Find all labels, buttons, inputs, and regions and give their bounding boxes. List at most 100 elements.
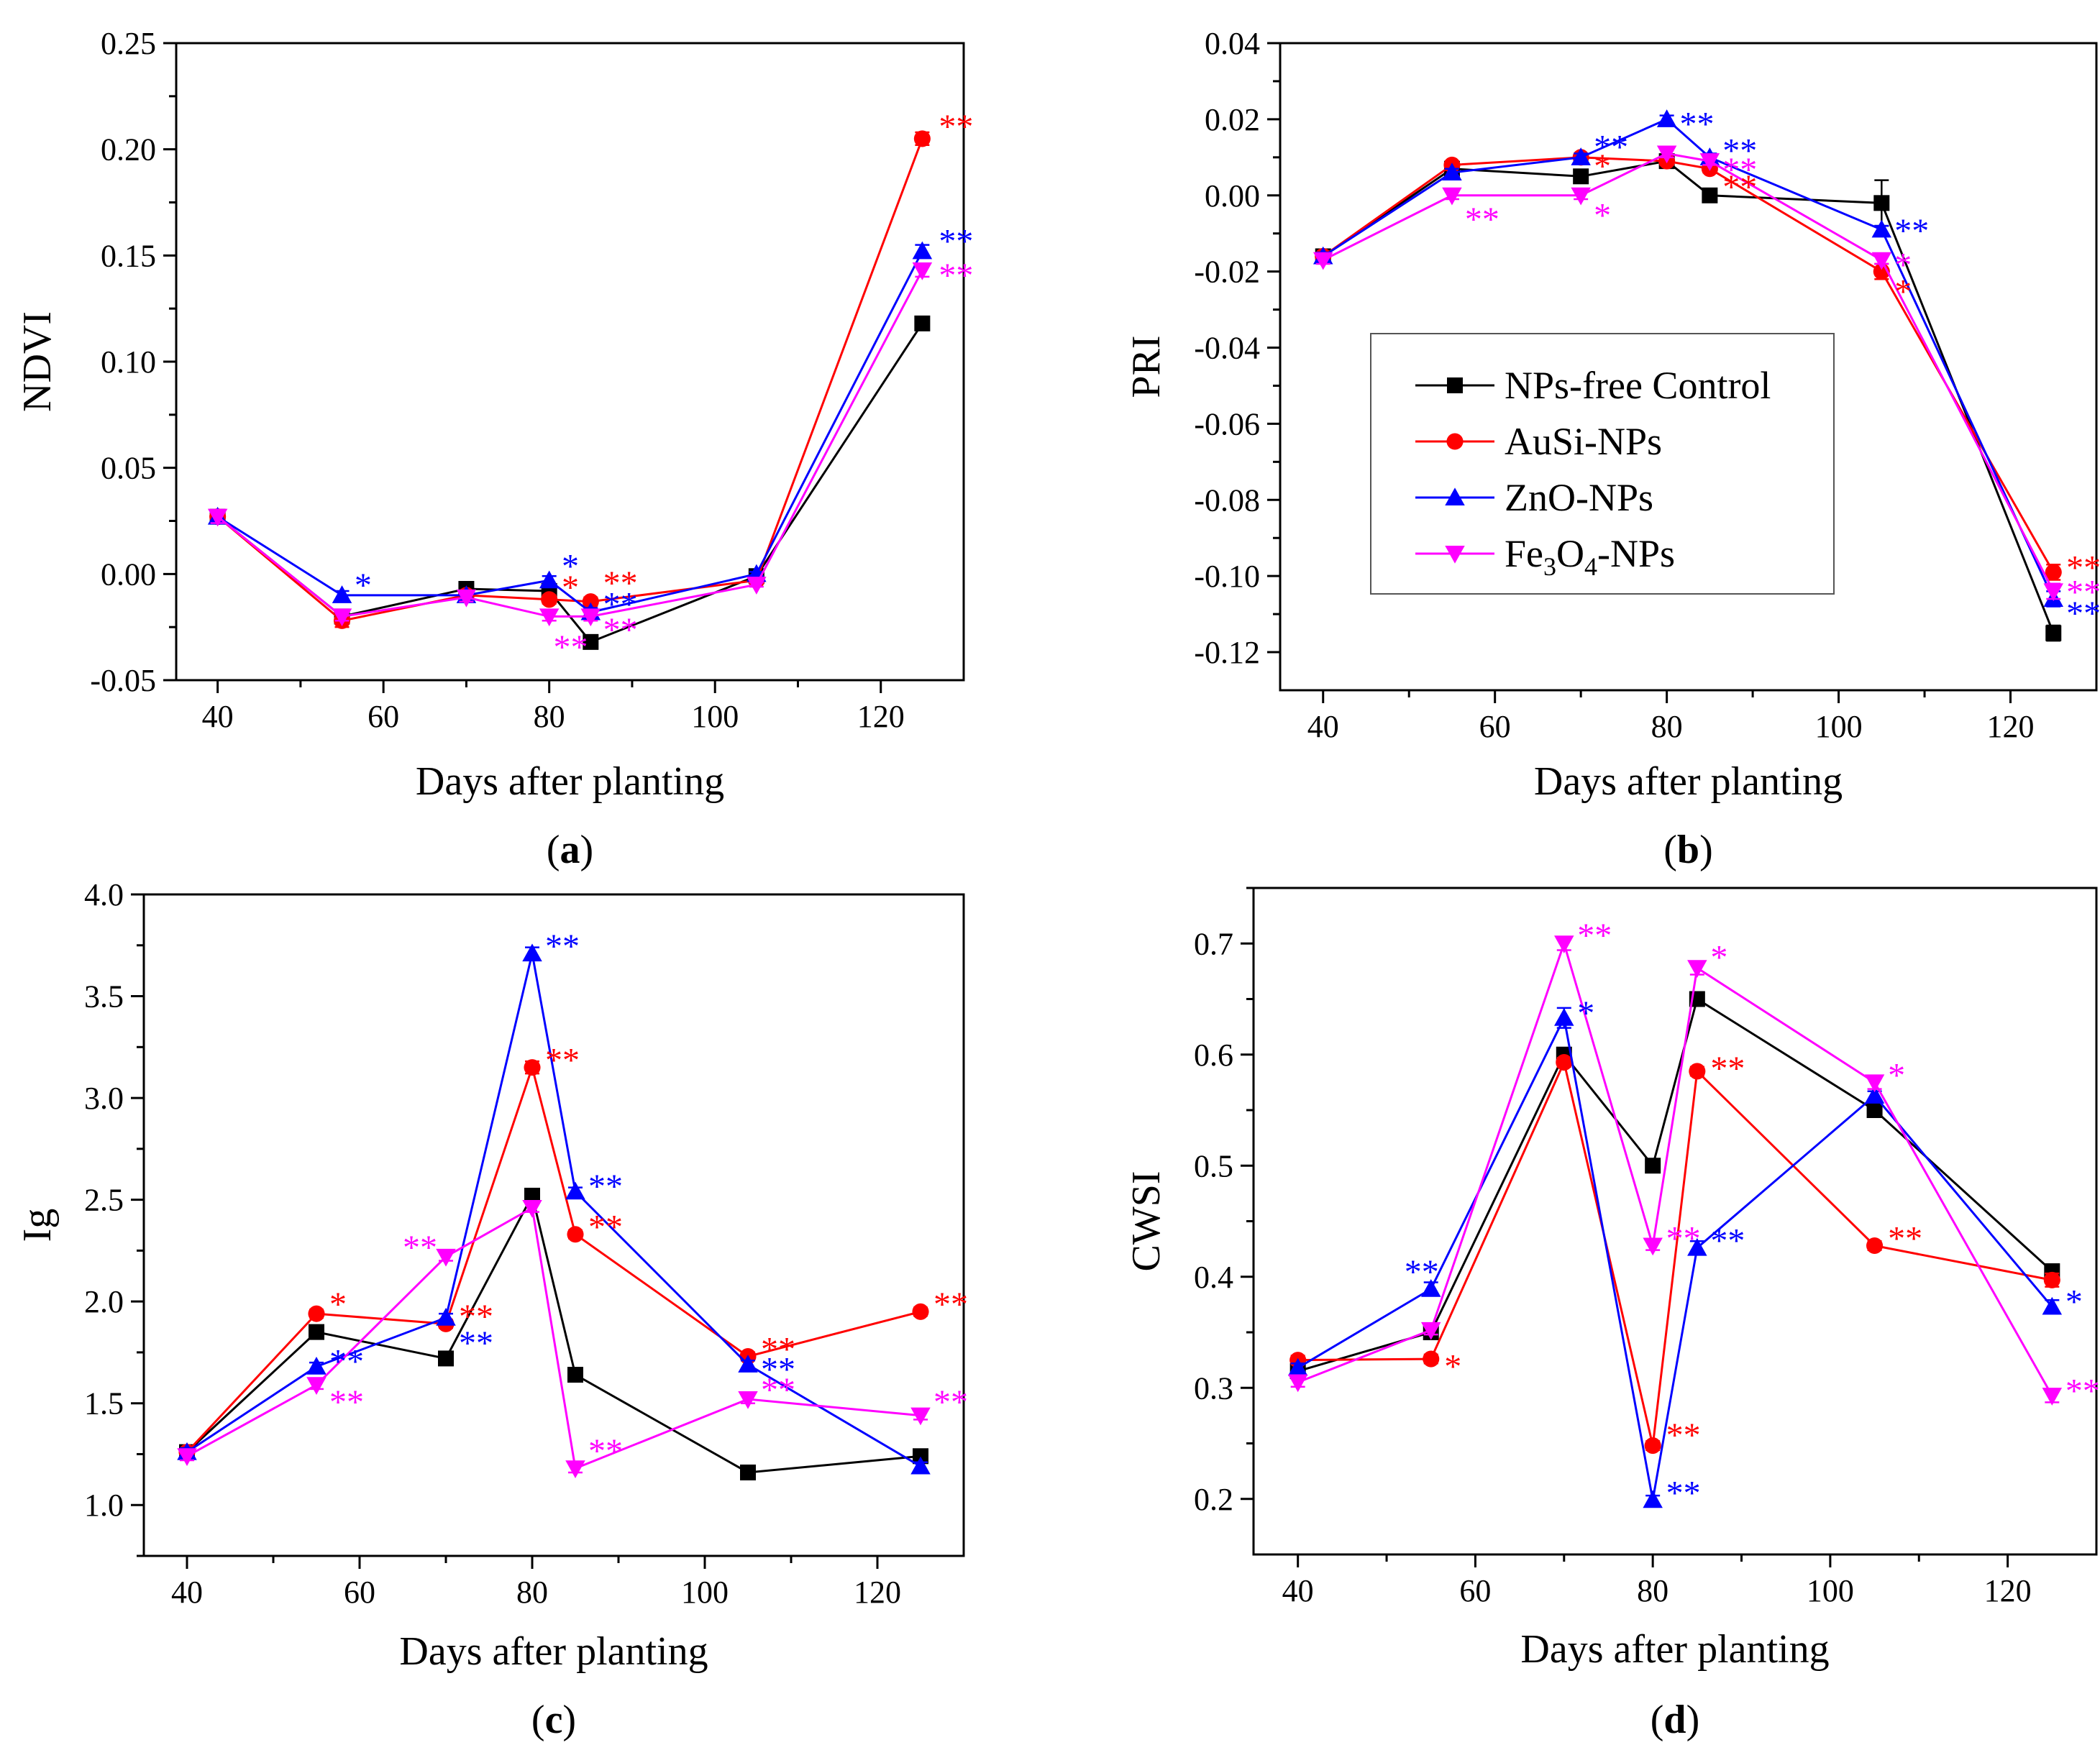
data-point xyxy=(456,589,477,608)
data-point xyxy=(1644,1437,1661,1455)
data-point xyxy=(1871,219,1892,238)
data-point xyxy=(1287,1357,1308,1376)
legend-entry-control: NPs-free Control xyxy=(1415,364,1771,407)
data-point xyxy=(1687,1237,1707,1256)
series-zno xyxy=(1287,1007,2063,1508)
y-tick-label: 0.04 xyxy=(1205,26,1260,61)
data-point xyxy=(740,1464,756,1480)
significance-marker: ** xyxy=(603,611,638,649)
data-point xyxy=(177,1448,197,1467)
series-fe3o4 xyxy=(177,1199,931,1479)
data-point xyxy=(1312,252,1333,270)
legend-label-part: Fe xyxy=(1505,532,1543,575)
panel-a-ndvi: 40 60 80 100 120 -0.05 0.00 0.05 0.10 0.15 0.20 0.2… xyxy=(15,26,973,872)
x-axis: 40 60 80 100 120 xyxy=(1307,690,2035,744)
data-point xyxy=(580,608,601,627)
panel-d-cwsi: 40 60 80 100 120 0.2 0.3 0.4 0.5 0.6 0.7 Days after… xyxy=(1124,887,2100,1742)
panel-label-paren-open: ( xyxy=(531,1698,545,1742)
data-point xyxy=(438,1350,454,1367)
panel-label: (a) xyxy=(547,828,593,872)
significance-marker: ** xyxy=(603,564,638,603)
significance-marker: * xyxy=(1444,1347,1461,1386)
y-tick-label: 0.25 xyxy=(101,26,156,61)
data-point xyxy=(747,577,767,595)
series-zno xyxy=(177,943,931,1475)
data-point xyxy=(914,315,931,331)
significance-marker: ** xyxy=(761,1330,795,1368)
legend-marker xyxy=(1445,487,1465,505)
y-tick-label: 0.4 xyxy=(1194,1260,1233,1295)
data-point xyxy=(1554,1008,1574,1026)
data-point xyxy=(541,591,558,608)
data-point xyxy=(1442,162,1462,180)
data-point xyxy=(1699,153,1720,171)
series-fe3o4 xyxy=(1287,935,2063,1406)
data-point xyxy=(1866,1237,1884,1255)
y-tick-label: 1.0 xyxy=(84,1488,124,1523)
y-tick-label: 0.02 xyxy=(1205,102,1260,137)
data-point xyxy=(306,1356,327,1375)
y-tick-label: 0.00 xyxy=(101,557,156,592)
panel-label: (d) xyxy=(1651,1698,1699,1742)
panel-label-paren-close: ) xyxy=(1686,1698,1700,1742)
data-point xyxy=(436,1308,456,1326)
significance-marker: ** xyxy=(1577,917,1612,955)
y-axis-title: CWSI xyxy=(1124,1171,1169,1272)
data-point xyxy=(567,1226,584,1243)
x-tick-label: 100 xyxy=(681,1575,729,1610)
data-point xyxy=(913,1448,928,1465)
y-axis: -0.12 -0.10 -0.08 -0.06 -0.04 -0.02 0.00 0.02 0.… xyxy=(1194,26,1280,670)
significance-marker: * xyxy=(1894,246,1912,284)
data-point xyxy=(2042,1296,2063,1315)
data-point xyxy=(912,1303,929,1320)
significance-marker: * xyxy=(1577,994,1594,1032)
y-tick-label: -0.05 xyxy=(90,663,156,698)
significance-marker: ** xyxy=(1888,1220,1922,1258)
data-point xyxy=(2043,583,2064,602)
x-axis: 40 60 80 100 120 xyxy=(1282,1554,2032,1608)
data-point xyxy=(1571,147,1591,165)
data-point xyxy=(1554,935,1574,953)
y-axis-title: PRI xyxy=(1124,335,1169,398)
legend-entry-fe3o4: Fe3O4-NPs xyxy=(1415,532,1675,581)
x-tick-label: 40 xyxy=(1282,1573,1314,1608)
panel-label-paren-open: ( xyxy=(1663,828,1677,872)
significance-marker: * xyxy=(1710,939,1727,977)
data-point xyxy=(1645,1158,1661,1174)
significance-marker: ** xyxy=(588,1209,623,1247)
y-axis: -0.05 0.00 0.05 0.10 0.15 0.20 0.25 xyxy=(90,26,176,698)
data-point xyxy=(1689,1063,1706,1080)
y-tick-label: 1.5 xyxy=(84,1386,124,1421)
data-point xyxy=(308,1305,325,1322)
significance-marker: * xyxy=(1594,147,1611,186)
data-point xyxy=(2042,1388,2063,1406)
significance-marker: ** xyxy=(2066,595,2100,633)
data-point xyxy=(539,608,560,627)
data-point xyxy=(912,241,933,260)
panel-label-paren-open: ( xyxy=(1651,1698,1664,1742)
data-point xyxy=(738,1355,758,1373)
x-axis-title: Days after planting xyxy=(1520,1627,1829,1672)
panel-label: (c) xyxy=(531,1698,576,1742)
data-point xyxy=(1687,960,1707,978)
significance-marker: ** xyxy=(1666,1220,1701,1258)
significance-annotations: ********* ****** ** xyxy=(355,108,974,667)
significance-marker: ** xyxy=(1666,1474,1701,1512)
y-tick-label: 0.5 xyxy=(1194,1148,1233,1183)
significance-marker: ** xyxy=(1722,151,1757,189)
panel-label-paren-close: ) xyxy=(580,828,594,872)
data-point xyxy=(583,633,599,650)
y-tick-label: -0.08 xyxy=(1194,482,1260,518)
legend-label: AuSi-NPs xyxy=(1505,420,1662,463)
data-point xyxy=(522,1199,542,1218)
plot-frame xyxy=(142,893,965,1557)
data-point xyxy=(524,1059,541,1076)
significance-marker: ** xyxy=(2065,1372,2100,1410)
data-point xyxy=(1702,187,1718,203)
significance-marker: * xyxy=(1894,272,1912,311)
x-axis-title: Days after planting xyxy=(399,1629,708,1674)
x-tick-label: 40 xyxy=(171,1575,203,1610)
significance-marker: ** xyxy=(1894,212,1929,250)
y-tick-label: 3.0 xyxy=(84,1081,124,1116)
